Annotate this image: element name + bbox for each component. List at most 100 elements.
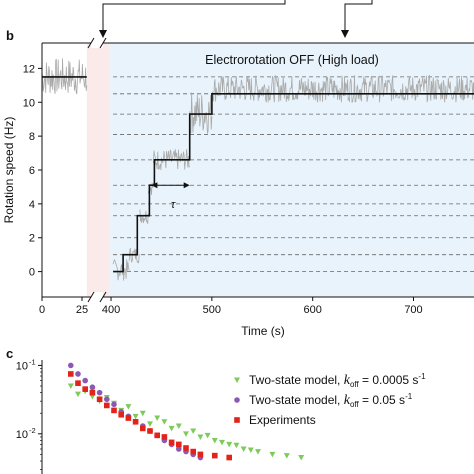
c-point-series-1 (89, 384, 96, 391)
y-tick-label: 12 (23, 63, 35, 75)
y-tick-label: 8 (29, 131, 35, 143)
c-point-series-1 (82, 377, 88, 384)
c-point-series-0 (67, 383, 74, 390)
c-point-series-0 (147, 421, 153, 427)
panel-c-points (67, 362, 305, 461)
c-point-series-1 (176, 446, 182, 452)
c-point-series-2 (89, 389, 96, 396)
c-point-series-0 (154, 415, 161, 422)
top-arrow-right (344, 0, 373, 34)
c-point-series-2 (140, 425, 146, 432)
c-point-series-2 (226, 454, 232, 461)
c-point-series-2 (161, 434, 168, 440)
legend-label-1: Two-state model, koff = 0.05 s-1 (249, 392, 413, 409)
c-point-series-2 (183, 445, 189, 451)
y-tick-label: 6 (29, 165, 35, 177)
c-point-series-1 (104, 396, 110, 403)
panel-c-legend: Two-state model, koff = 0.0005 s-1 Two-st… (234, 372, 426, 427)
panel-c-axes: 10-110-2 (16, 357, 43, 474)
raw-trace-segment (189, 92, 213, 135)
x-axis-title: Time (s) (241, 324, 285, 338)
c-y-tick-exponent: -1 (29, 357, 36, 366)
legend-label-0: Two-state model, koff = 0.0005 s-1 (249, 372, 426, 389)
c-y-tick-label: 10 (16, 429, 28, 441)
c-point-series-0 (226, 441, 233, 448)
panel-c-label: c (6, 346, 13, 361)
c-point-series-2 (168, 439, 175, 446)
c-point-series-0 (190, 428, 197, 434)
c-point-series-2 (75, 380, 81, 386)
c-point-series-0 (233, 442, 240, 449)
c-point-series-0 (175, 423, 182, 430)
legend-marker-2 (234, 417, 240, 423)
tau-arrow-head-left (151, 182, 158, 189)
c-point-series-0 (269, 451, 276, 458)
c-point-series-0 (183, 431, 189, 437)
raw-trace-segment (112, 258, 130, 281)
c-point-series-2 (96, 396, 103, 403)
c-point-series-2 (147, 428, 153, 434)
raw-trace-segment (153, 149, 191, 171)
x-tick-label: 0 (39, 304, 45, 316)
c-point-series-0 (125, 404, 132, 410)
panel-b-step-fit (42, 76, 474, 273)
y-axis-title: Rotation speed (Hz) (2, 117, 16, 224)
c-point-series-0 (255, 449, 261, 455)
panel-b-top-arrows (99, 0, 373, 38)
off-annotation: Electrorotation OFF (High load) (205, 53, 379, 67)
c-point-series-2 (176, 441, 182, 448)
c-point-series-0 (161, 419, 168, 425)
c-point-series-1 (68, 362, 74, 369)
legend-marker-1 (234, 397, 240, 403)
c-point-series-1 (75, 371, 81, 377)
c-point-series-2 (125, 415, 132, 421)
legend-label-2: Experiments (249, 413, 316, 427)
top-arrow-right-head (341, 30, 349, 38)
c-point-series-2 (82, 386, 88, 392)
c-point-series-0 (168, 425, 175, 432)
x-tick-label: 400 (102, 304, 120, 316)
c-point-series-0 (219, 439, 225, 446)
gap-shading (86, 43, 110, 297)
c-point-series-0 (197, 434, 204, 440)
tau-arrow-head-right (183, 182, 190, 189)
c-point-series-0 (132, 413, 139, 420)
c-point-series-2 (212, 452, 218, 459)
y-tick-label: 4 (29, 199, 35, 211)
c-point-series-0 (75, 391, 81, 398)
c-point-series-2 (190, 448, 196, 455)
axis-break-mark (99, 37, 107, 49)
tau-label: τ (171, 199, 176, 211)
x-tick-label: 25 (76, 304, 88, 316)
x-tick-label: 700 (404, 304, 422, 316)
axis-break-gap (91, 292, 103, 302)
c-point-series-0 (211, 437, 218, 444)
x-tick-label: 600 (304, 304, 322, 316)
c-point-series-0 (283, 453, 290, 459)
c-point-series-1 (111, 401, 117, 408)
axis-break-mark (87, 37, 95, 49)
c-point-series-0 (204, 432, 211, 439)
panel-b-label: b (6, 28, 14, 43)
top-arrow-left-head (99, 30, 107, 38)
raw-trace-segment (139, 209, 149, 224)
c-point-series-2 (118, 411, 124, 418)
axis-break-mark (87, 291, 95, 303)
c-point-series-0 (139, 410, 146, 417)
top-arrow-left (102, 0, 286, 34)
raw-trace-segment (41, 58, 88, 95)
y-tick-label: 2 (29, 233, 35, 245)
c-point-series-0 (240, 446, 247, 452)
c-point-series-2 (132, 418, 139, 425)
legend-marker-0 (234, 377, 240, 383)
c-point-series-0 (247, 447, 254, 454)
c-point-series-2 (111, 407, 117, 414)
c-point-series-0 (298, 455, 305, 461)
x-tick-label: 500 (203, 304, 221, 316)
raw-trace-segment (211, 75, 474, 103)
c-point-series-2 (68, 371, 74, 377)
c-point-series-2 (154, 432, 160, 439)
c-point-series-2 (197, 451, 204, 458)
axis-break-gap (91, 38, 103, 48)
